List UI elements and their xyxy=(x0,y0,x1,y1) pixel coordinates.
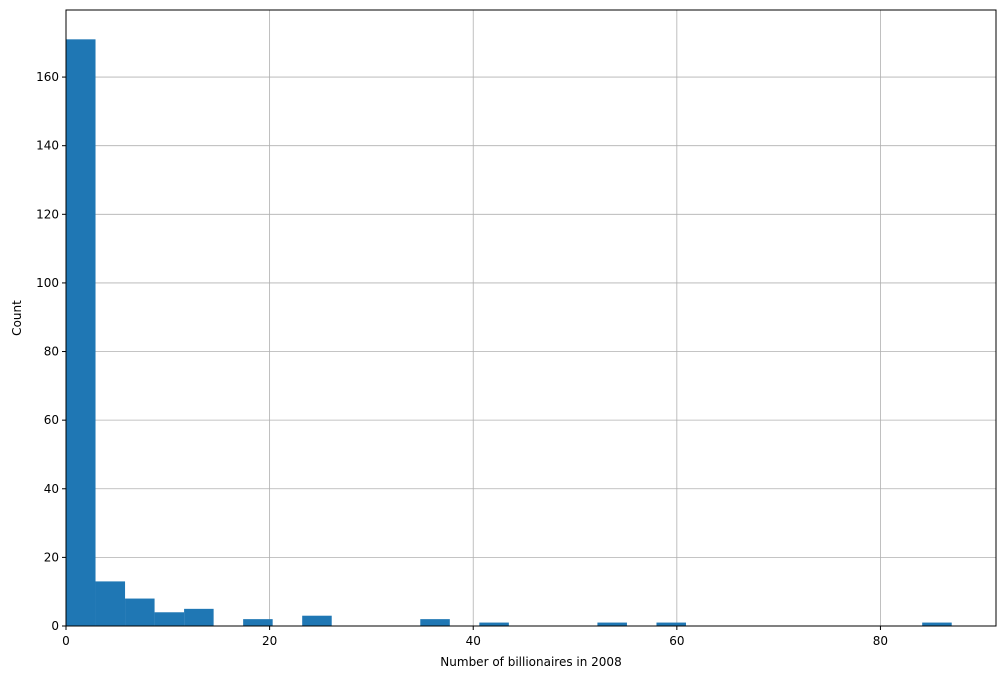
y-tick-label: 140 xyxy=(36,139,59,153)
histogram-bar xyxy=(922,622,952,626)
histogram-bar xyxy=(420,619,450,626)
x-tick-label: 80 xyxy=(873,634,888,648)
y-tick-label: 120 xyxy=(36,207,59,221)
y-tick-label: 60 xyxy=(44,413,59,427)
histogram-bar xyxy=(243,619,273,626)
x-tick-label: 0 xyxy=(62,634,70,648)
x-tick-label: 60 xyxy=(669,634,684,648)
axes-frame xyxy=(65,9,997,627)
y-tick-label: 20 xyxy=(44,550,59,564)
y-tick-label: 80 xyxy=(44,345,59,359)
x-tick-label: 20 xyxy=(262,634,277,648)
histogram-bar xyxy=(66,39,96,627)
histogram-bar xyxy=(597,622,627,626)
y-axis-label: Count xyxy=(10,300,24,336)
histogram-bar xyxy=(656,622,686,626)
x-axis-label: Number of billionaires in 2008 xyxy=(440,655,621,669)
histogram-bar xyxy=(95,581,126,626)
histogram-bar xyxy=(125,598,155,626)
histogram-bar xyxy=(302,615,332,626)
bars xyxy=(66,39,952,627)
y-tick-label: 0 xyxy=(51,619,59,633)
x-tick-label: 40 xyxy=(466,634,481,648)
histogram-bar xyxy=(184,608,214,626)
grid xyxy=(65,10,996,627)
histogram-bar xyxy=(154,612,185,626)
y-tick-label: 100 xyxy=(36,276,59,290)
ticks: 0 20 40 60 80 0 20 40 60 80 100 120 140 160 xyxy=(36,70,888,648)
y-tick-label: 160 xyxy=(36,70,59,84)
y-tick-label: 40 xyxy=(44,482,59,496)
histogram-bar xyxy=(479,622,509,626)
